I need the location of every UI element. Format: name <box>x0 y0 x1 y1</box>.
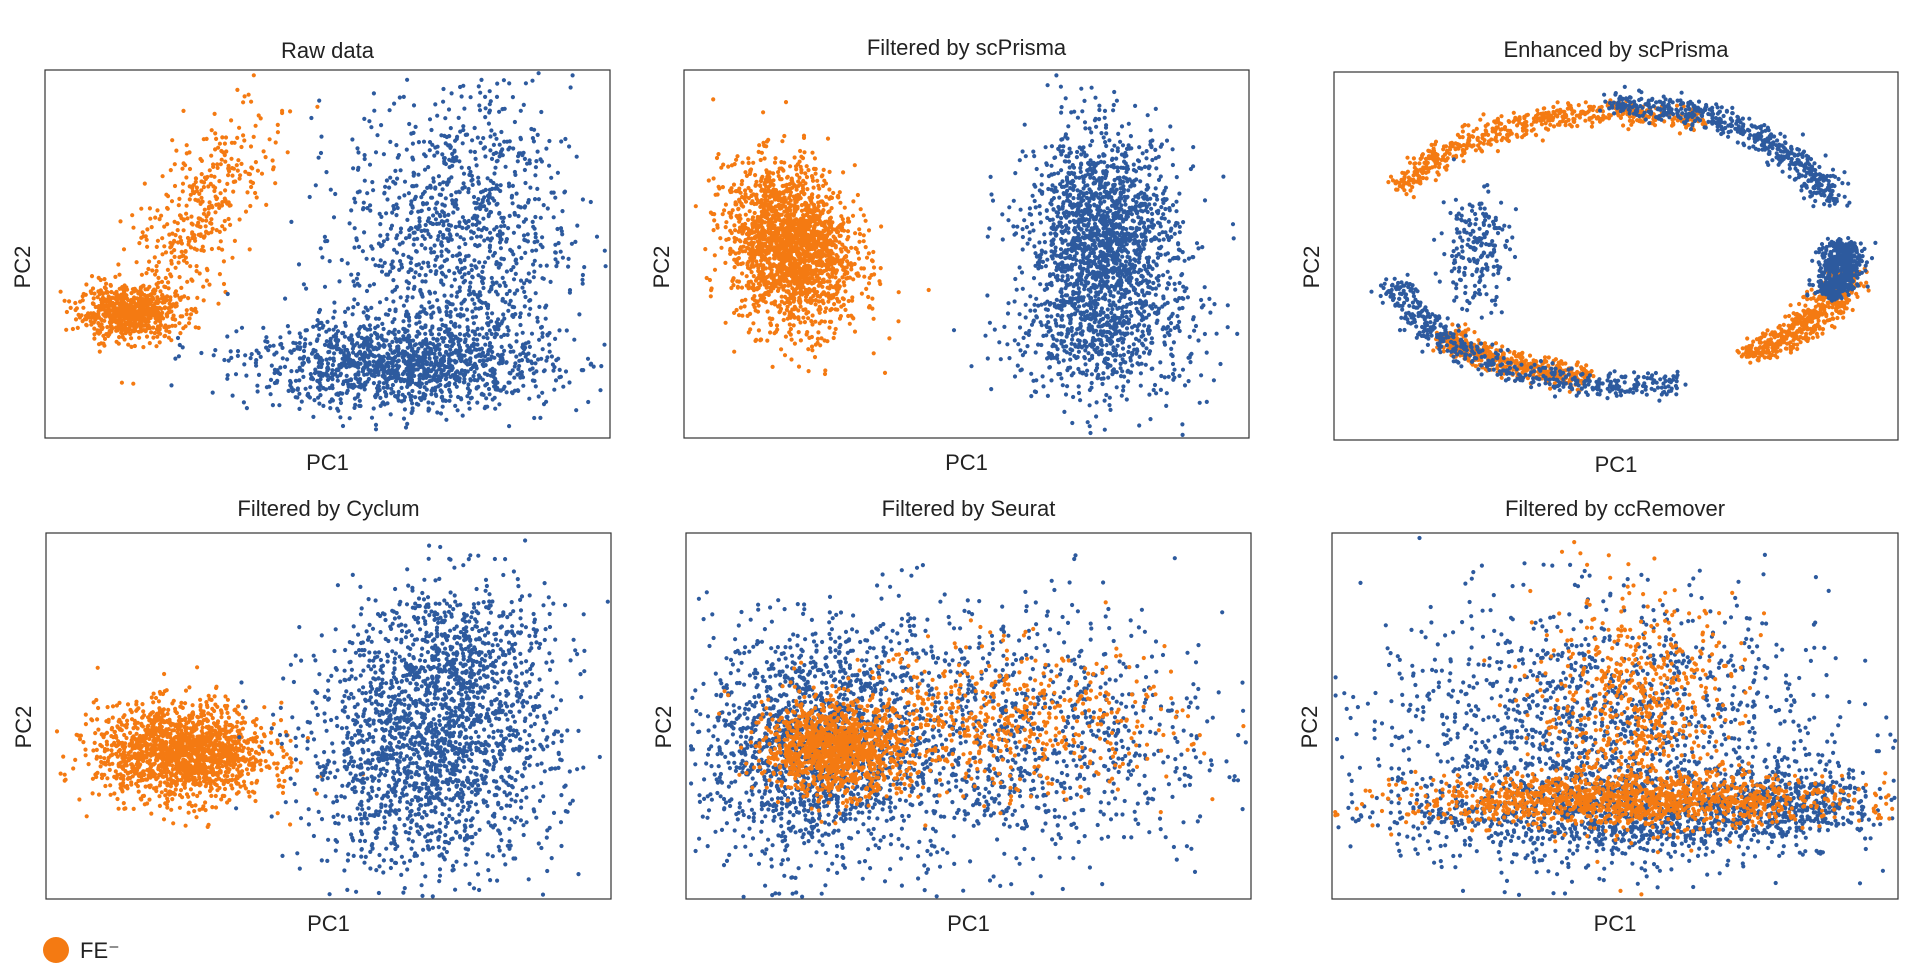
series-2 <box>1369 84 1878 403</box>
legend: FE⁻ <box>43 937 120 963</box>
scatter-points <box>1333 540 1895 897</box>
panel-title: Raw data <box>281 38 375 63</box>
plot-frame <box>683 69 1250 439</box>
y-axis-label: PC2 <box>11 706 36 749</box>
scatter-points <box>169 71 608 432</box>
series-2 <box>169 71 608 432</box>
panel-1: Raw data PC1 PC2 <box>10 38 611 475</box>
panel-2: Filtered by scPrisma PC1 PC2 <box>649 35 1250 475</box>
panel-title: Filtered by ccRemover <box>1505 496 1725 521</box>
y-axis-label: PC2 <box>649 246 674 289</box>
plot-frame <box>45 532 612 900</box>
series-2 <box>717 600 1246 828</box>
panel-title: Filtered by Cyclum <box>237 496 419 521</box>
panel-5: Filtered by Seurat PC1 PC2 <box>651 496 1252 936</box>
plot-frame <box>44 69 611 439</box>
x-axis-label: PC1 <box>945 450 988 475</box>
panel-title: Enhanced by scPrisma <box>1504 37 1730 62</box>
x-axis-label: PC1 <box>947 911 990 936</box>
series-2 <box>951 73 1240 437</box>
panel-title: Filtered by Seurat <box>882 496 1056 521</box>
scatter-points <box>1369 84 1878 403</box>
y-axis-label: PC2 <box>651 706 676 749</box>
x-axis-label: PC1 <box>307 911 350 936</box>
x-axis-label: PC1 <box>1594 911 1637 936</box>
scatter-points <box>951 73 1240 437</box>
legend-label-fe-neg: FE⁻ <box>80 938 120 963</box>
series-2 <box>234 538 610 899</box>
series-1 <box>693 97 931 377</box>
y-axis-label: PC2 <box>1299 246 1324 289</box>
panel-6: Filtered by ccRemover PC1 PC2 <box>1297 496 1899 936</box>
x-axis-label: PC1 <box>306 450 349 475</box>
scatter-points <box>54 665 366 829</box>
plot-frame <box>685 532 1252 900</box>
x-axis-label: PC1 <box>1595 452 1638 477</box>
scatter-points <box>58 73 320 386</box>
panel-title: Filtered by scPrisma <box>867 35 1067 60</box>
series-2 <box>1333 540 1895 897</box>
panel-3: Enhanced by scPrisma PC1 PC2 <box>1299 37 1899 477</box>
legend-marker-fe-neg <box>43 937 69 963</box>
plot-frame <box>1333 71 1899 441</box>
series-1 <box>54 665 366 829</box>
scatter-points <box>693 97 931 377</box>
scatter-points <box>717 600 1246 828</box>
y-axis-label: PC2 <box>10 246 35 289</box>
plot-frame <box>1331 532 1899 900</box>
scatter-points <box>234 538 610 899</box>
y-axis-label: PC2 <box>1297 706 1322 749</box>
series-1 <box>58 73 320 386</box>
panel-4: Filtered by Cyclum PC1 PC2 <box>11 496 612 936</box>
